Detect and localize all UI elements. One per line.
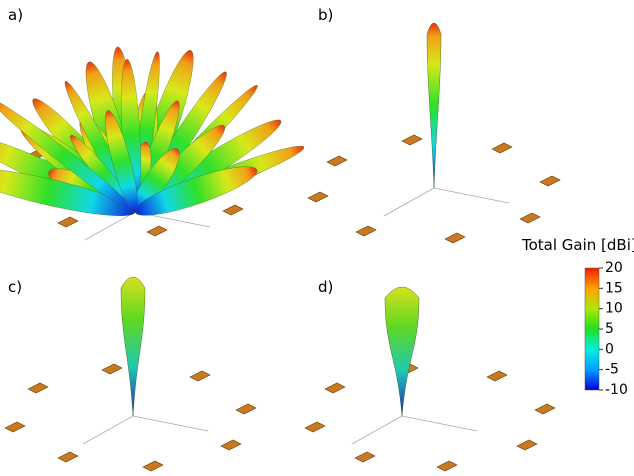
axis-line bbox=[351, 415, 403, 445]
axis-line bbox=[82, 415, 134, 445]
patch bbox=[324, 382, 346, 394]
panel-label: a) bbox=[8, 6, 23, 24]
patch bbox=[326, 155, 348, 167]
colorbar-tick-label: 0 bbox=[605, 341, 614, 357]
axis-line bbox=[383, 187, 435, 217]
patch bbox=[189, 370, 211, 382]
axis-line bbox=[132, 415, 209, 432]
patch bbox=[4, 421, 26, 433]
patch bbox=[304, 421, 326, 433]
patch bbox=[491, 142, 513, 154]
lobe bbox=[105, 110, 138, 213]
beam bbox=[384, 286, 420, 417]
patch bbox=[142, 460, 164, 472]
patch bbox=[516, 439, 538, 451]
colorbar-title: Total Gain [dBi] bbox=[521, 236, 634, 254]
patch bbox=[401, 134, 423, 146]
patch bbox=[486, 370, 508, 382]
colorbar-tick-label: 20 bbox=[605, 260, 623, 276]
patch bbox=[57, 216, 79, 228]
colorbar-tick-label: 15 bbox=[605, 280, 623, 296]
patterns bbox=[0, 22, 561, 472]
axis-line bbox=[401, 415, 478, 432]
patch bbox=[220, 439, 242, 451]
colorbar-tick-label: 5 bbox=[605, 321, 614, 337]
beam bbox=[120, 276, 146, 417]
patch bbox=[436, 460, 458, 472]
patch bbox=[355, 225, 377, 237]
beam bbox=[426, 22, 442, 189]
patch bbox=[534, 403, 556, 415]
axis-line bbox=[433, 187, 510, 204]
panel-label: b) bbox=[318, 6, 333, 24]
panel-label: c) bbox=[8, 278, 22, 296]
patch bbox=[235, 403, 257, 415]
colorbar bbox=[584, 267, 600, 391]
colorbar-tick-label: -5 bbox=[605, 362, 619, 378]
axis-line bbox=[84, 211, 136, 241]
patch bbox=[444, 232, 466, 244]
patch bbox=[101, 363, 123, 375]
colorbar-tick-label: -10 bbox=[605, 382, 628, 398]
patch bbox=[354, 451, 376, 463]
patch bbox=[27, 382, 49, 394]
patch bbox=[222, 204, 244, 216]
colorbar-tick-label: 10 bbox=[605, 301, 623, 317]
lobe-shape bbox=[105, 110, 138, 213]
patch bbox=[57, 451, 79, 463]
patch bbox=[307, 191, 329, 203]
patch bbox=[146, 225, 168, 237]
patch bbox=[539, 175, 561, 187]
patch bbox=[519, 212, 541, 224]
panel-label: d) bbox=[318, 278, 333, 296]
